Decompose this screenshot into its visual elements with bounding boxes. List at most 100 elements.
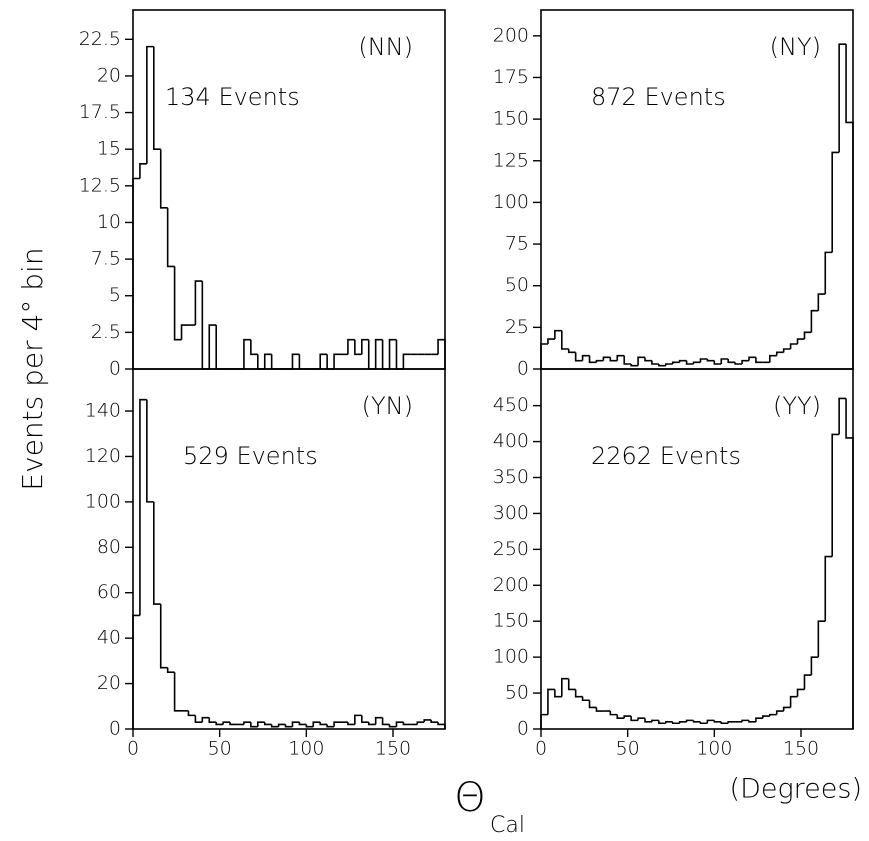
histogram-bin (250, 722, 258, 728)
histogram-bin (769, 354, 777, 363)
histogram-bin (402, 353, 411, 369)
histogram-bin (257, 721, 265, 727)
histogram-bin (222, 721, 231, 725)
histogram-bin (166, 207, 175, 268)
y-tick-label: 17.5 (79, 101, 121, 123)
histogram-bin (139, 163, 147, 179)
y-tick-label: 450 (493, 394, 529, 416)
histogram-bin (208, 717, 217, 723)
histogram-bin (547, 338, 555, 345)
x-tick-label: 100 (288, 738, 324, 760)
y-tick-label: 120 (85, 445, 121, 467)
histogram-bin (554, 689, 562, 698)
y-tick-label: 150 (493, 610, 529, 632)
histogram-bin (554, 329, 562, 340)
histogram-bin (388, 338, 397, 369)
histogram-bin (416, 721, 425, 725)
histogram-bin (132, 614, 140, 729)
histogram-bin (574, 352, 583, 362)
y-tick-label: 400 (493, 430, 529, 452)
histogram-bin (381, 717, 390, 726)
histogram-bin (831, 433, 840, 557)
histogram-bin (437, 338, 446, 369)
y-tick-label: 250 (493, 538, 529, 560)
histogram-bin (215, 722, 224, 726)
y-tick-label: 10 (97, 211, 121, 233)
histogram-bin (755, 357, 763, 364)
histogram-bin (616, 354, 625, 361)
histogram-bin (374, 338, 383, 369)
histogram-bin (180, 324, 189, 340)
histogram-bin (159, 604, 168, 669)
x-tick-label: 0 (127, 738, 139, 760)
histogram-bin (803, 674, 812, 690)
y-tick-label: 0 (517, 358, 529, 380)
histogram-bin (651, 719, 659, 722)
y-tick-label: 100 (85, 490, 121, 512)
histogram-bin (388, 724, 397, 728)
histogram-bin (250, 339, 258, 356)
histogram-bin (333, 353, 341, 369)
y-tick-label: 100 (493, 191, 529, 213)
histogram-bin (685, 719, 694, 722)
histogram-bin (609, 357, 618, 362)
histogram-bin (824, 555, 833, 622)
histogram-bin (347, 338, 355, 355)
panel-label: (NY) (770, 33, 821, 61)
events-text: 529 Events (183, 442, 318, 470)
y-tick-label: 60 (97, 581, 121, 603)
events-text: 872 Events (591, 83, 726, 111)
histogram-bin (741, 359, 749, 365)
y-tick-label: 100 (493, 646, 529, 668)
histogram-bin (734, 362, 743, 365)
x-axis-unit: (Degrees) (730, 774, 862, 805)
histogram-bin (312, 721, 321, 727)
x-tick-label: 0 (535, 738, 547, 760)
panel-frame (132, 9, 446, 370)
histogram-bin (229, 722, 237, 726)
x-tick-label: 100 (696, 738, 732, 760)
histogram-bin (713, 720, 722, 723)
histogram-bin (326, 354, 335, 370)
y-tick-label: 175 (493, 66, 529, 88)
histogram-bin (748, 356, 756, 361)
histogram-bin (755, 717, 763, 722)
histogram-bin (347, 722, 355, 726)
histogram-bin (540, 343, 548, 369)
y-tick-label: 0 (517, 718, 529, 740)
x-tick-label: 50 (208, 738, 232, 760)
histogram-bin (720, 721, 729, 725)
y-tick-label: 200 (493, 24, 529, 46)
histogram-bin (769, 713, 777, 717)
histogram-bin (430, 719, 439, 723)
histogram-bin (146, 45, 154, 164)
histogram-bin (243, 338, 251, 369)
histogram-bin (305, 724, 314, 728)
histogram-bin (720, 358, 729, 365)
histogram-bin (845, 44, 854, 369)
histogram-bin (623, 715, 632, 719)
histogram-bin (194, 715, 203, 723)
histogram-bin (354, 714, 362, 725)
y-tick-label: 140 (85, 400, 121, 422)
histogram-bin (367, 722, 376, 726)
histogram-bin (831, 151, 840, 253)
histogram-bin (706, 359, 715, 362)
histogram-bin (588, 700, 597, 709)
y-tick-label: 7.5 (91, 248, 121, 270)
histogram-bin (581, 354, 590, 361)
histogram-bin (395, 721, 404, 727)
y-tick-label: 12.5 (79, 174, 121, 196)
histogram-bin (644, 357, 652, 362)
y-tick-label: 300 (493, 502, 529, 524)
x-tick-label: 150 (375, 738, 411, 760)
histogram-bin (194, 280, 203, 326)
histogram-bin (361, 338, 369, 355)
histogram-bin (284, 724, 293, 728)
histogram-bin (789, 695, 798, 708)
y-tick-label: 40 (97, 627, 121, 649)
histogram-bin (706, 719, 715, 724)
y-tick-label: 5 (109, 284, 121, 306)
histogram-bin (665, 721, 673, 724)
y-tick-label: 80 (97, 536, 121, 558)
